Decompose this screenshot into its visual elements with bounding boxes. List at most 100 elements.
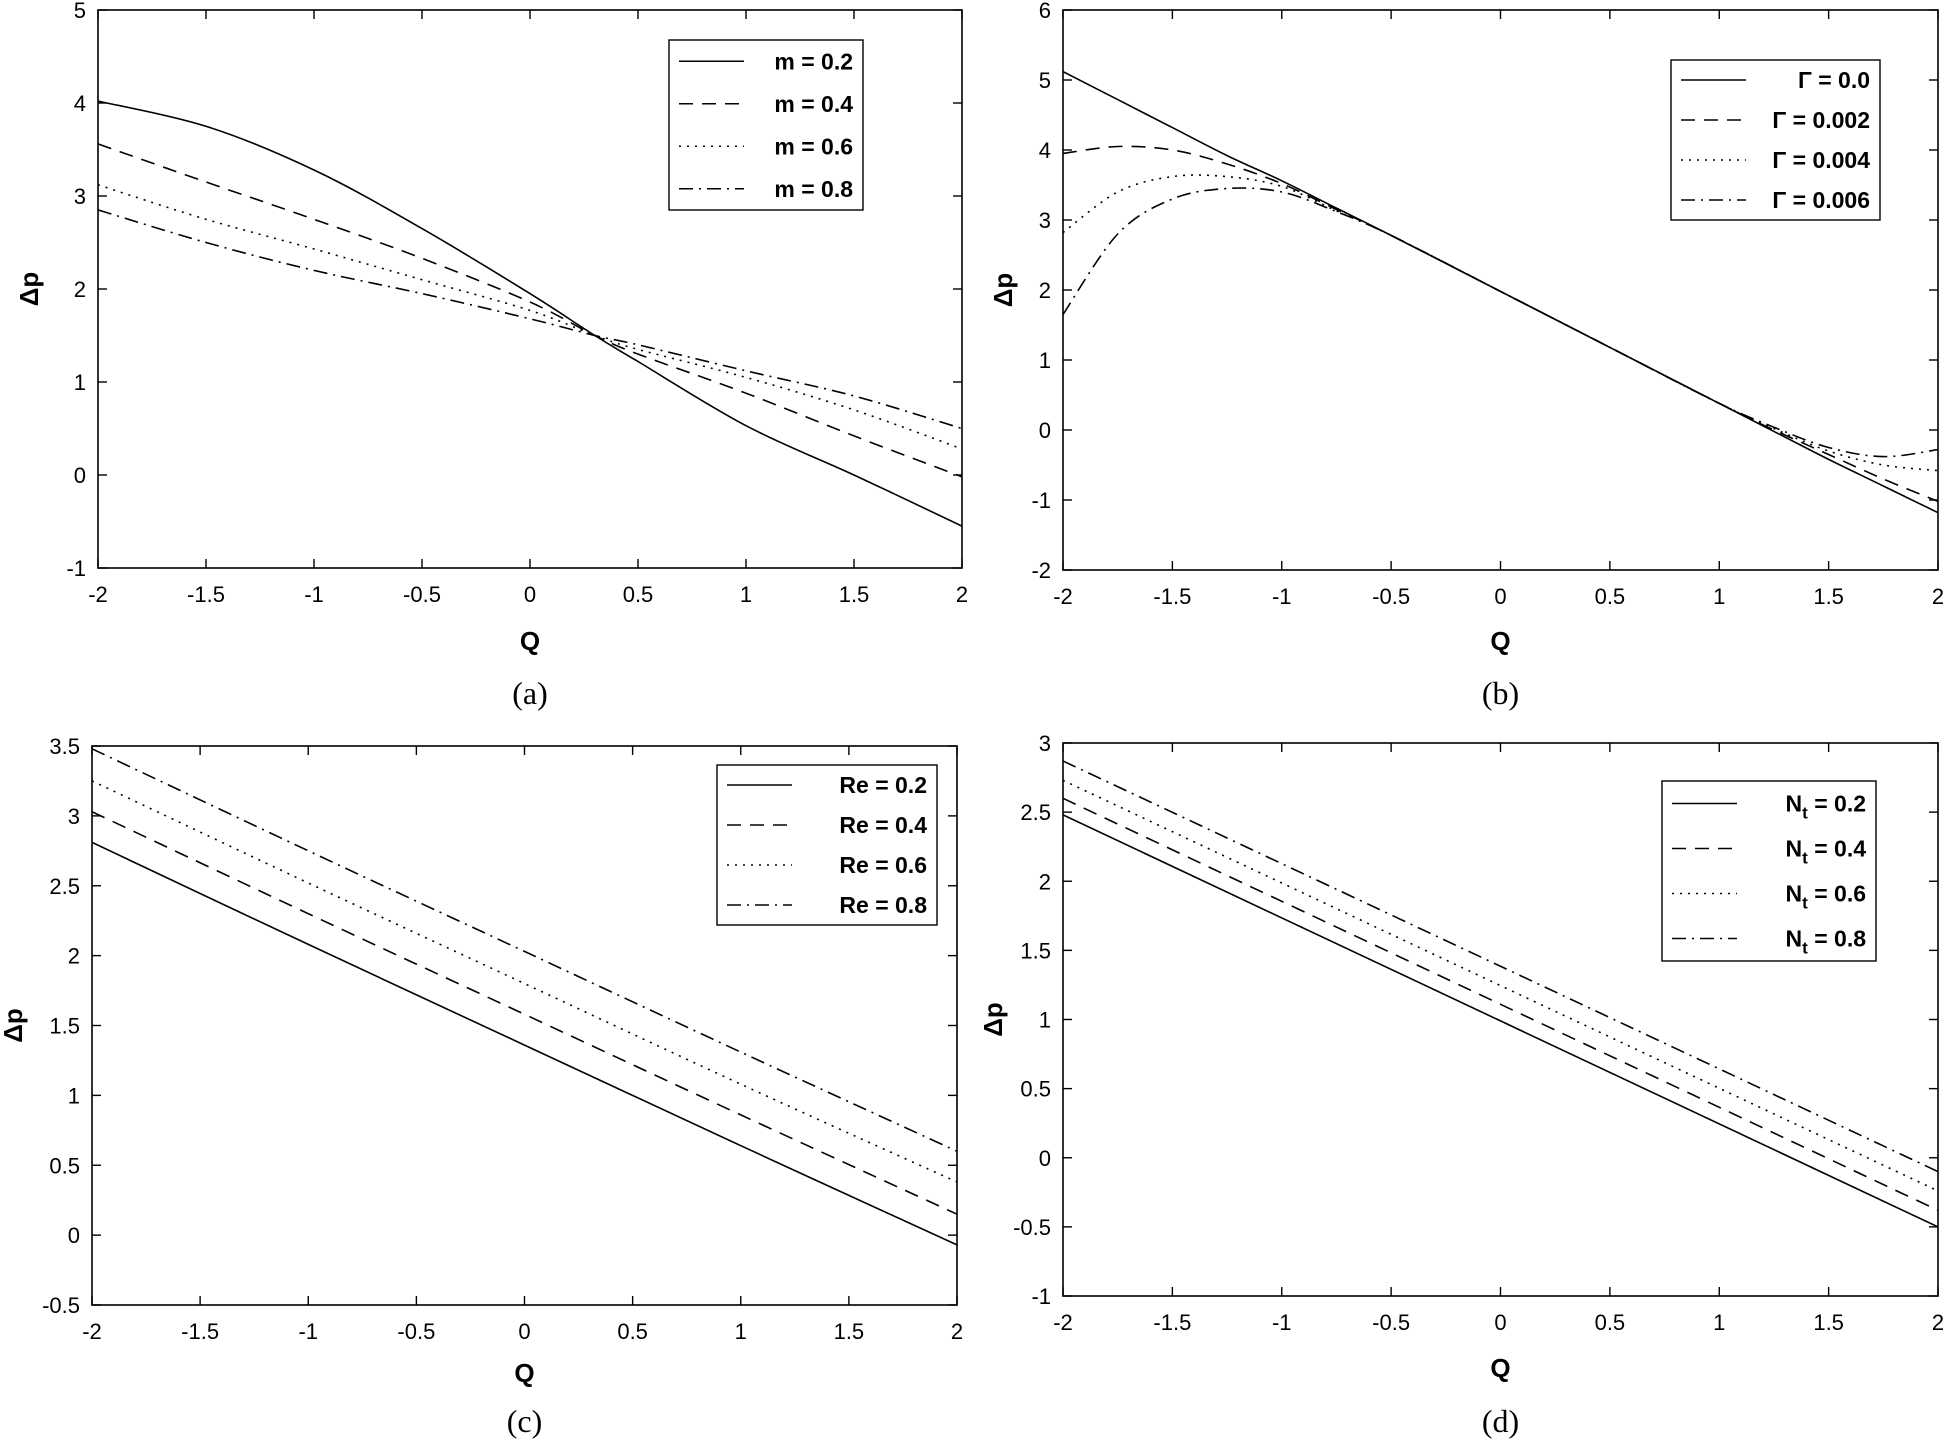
panel-c-legend-box xyxy=(716,764,938,926)
panel-a-caption: (a) xyxy=(512,675,548,711)
panel-d-xtick-label: 0 xyxy=(1494,1310,1506,1335)
panel-d-xtick-label: -2 xyxy=(1053,1310,1073,1335)
panel-a-legend-label: m = 0.4 xyxy=(774,91,853,117)
panel-a-series-line-1 xyxy=(98,100,962,527)
panel-c-chart: -2 -1.5 -1 -0.5 0 0.5 1 1.5 2 -0.5 0 0.5 1 1.5 2 2.5 3 3.… xyxy=(0,734,963,1439)
panel-c-series-line-1 xyxy=(92,841,957,1246)
panel-a-ytick-label: 1 xyxy=(74,370,86,395)
panel-d-xtick-label: 1 xyxy=(1713,1310,1725,1335)
panel-c-xtick-label: -1 xyxy=(298,1319,318,1344)
panel-b-legend: Γ = 0.0 Γ = 0.002 Γ = 0.004 Γ = 0.006 xyxy=(1670,59,1881,221)
panel-c-xtick-label: 1 xyxy=(735,1319,747,1344)
panel-b-legend-label: Γ = 0.002 xyxy=(1772,107,1870,133)
panel-c-xtick-label: -2 xyxy=(82,1319,102,1344)
panel-c-legend-label: Re = 0.4 xyxy=(839,812,927,838)
panel-a-ytick-label: 4 xyxy=(74,91,86,116)
panel-b-ytick-label: 0 xyxy=(1039,418,1051,443)
panel-a-xtick-label: -0.5 xyxy=(403,582,441,607)
panel-b-xtick-label: -2 xyxy=(1053,584,1073,609)
panel-c-legend-label: Re = 0.6 xyxy=(839,852,927,878)
panel-c-ytick-label: 0 xyxy=(68,1223,80,1248)
panel-c-xtick-label: -0.5 xyxy=(397,1319,435,1344)
panel-b-xtick-label: 0.5 xyxy=(1595,584,1626,609)
panel-d-series-group xyxy=(1063,760,1938,1228)
panel-c-caption: (c) xyxy=(507,1403,543,1439)
panel-a-ytick-label: -1 xyxy=(66,556,86,581)
panel-a-ytick-label: 3 xyxy=(74,184,86,209)
panel-d-xtick-label: -0.5 xyxy=(1372,1310,1410,1335)
panel-c-xtick-label: 0 xyxy=(518,1319,530,1344)
panel-d-series-line-4 xyxy=(1063,760,1938,1173)
panel-b-ytick-label: 2 xyxy=(1039,278,1051,303)
panel-c-legend-label: Re = 0.2 xyxy=(839,772,927,798)
panel-c-legend-label: Re = 0.8 xyxy=(839,892,927,918)
panel-b-ytick-label: -2 xyxy=(1031,558,1051,583)
panel-b-legend-label: Γ = 0.006 xyxy=(1772,187,1870,213)
panel-d-ytick-label: -0.5 xyxy=(1013,1215,1051,1240)
panel-c-yaxis-label: Δp xyxy=(0,1008,28,1043)
panel-a-xtick-label: 0.5 xyxy=(623,582,654,607)
panel-c-legend: Re = 0.2 Re = 0.4 Re = 0.6 Re = 0.8 xyxy=(716,764,938,926)
panel-b-series-line-3 xyxy=(1063,174,1938,472)
panel-b-ytick-label: -1 xyxy=(1031,488,1051,513)
panel-b-legend-label: Γ = 0.004 xyxy=(1772,147,1870,173)
panel-c-xaxis-label: Q xyxy=(514,1358,534,1388)
panel-d-yaxis-label: Δp xyxy=(978,1002,1008,1037)
panel-a-legend: m = 0.2 m = 0.4 m = 0.6 m = 0.8 xyxy=(668,39,864,211)
panel-b-legend-label: Γ = 0.0 xyxy=(1798,67,1870,93)
panel-b-series-group xyxy=(1063,70,1938,514)
panel-a-xaxis-label: Q xyxy=(520,626,540,656)
panel-d-ytick-label: -1 xyxy=(1031,1284,1051,1309)
panel-d-caption: (d) xyxy=(1482,1403,1519,1439)
panel-b-ytick-label: 6 xyxy=(1039,0,1051,23)
panel-d-legend-label: Nt = 0.8 xyxy=(1786,926,1867,958)
panel-a-legend-label: m = 0.2 xyxy=(774,48,853,74)
panel-a-series-line-4 xyxy=(98,209,962,430)
panel-a-ytick-label: 5 xyxy=(74,0,86,23)
panel-b-xtick-label: 1.5 xyxy=(1813,584,1844,609)
panel-c-ytick-label: -0.5 xyxy=(42,1293,80,1318)
panel-b-xtick-label: 0 xyxy=(1494,584,1506,609)
panel-b-xtick-label: -0.5 xyxy=(1372,584,1410,609)
panel-a-xtick-label: 0 xyxy=(524,582,536,607)
panel-d-series-line-2 xyxy=(1063,797,1938,1212)
panel-a-series-line-2 xyxy=(98,143,962,478)
panel-d-legend-box xyxy=(1661,780,1877,962)
panel-a-series-line-3 xyxy=(98,184,962,450)
panel-d-ytick-label: 1 xyxy=(1039,1008,1051,1033)
panel-d-legend-label: Nt = 0.2 xyxy=(1786,791,1866,823)
panel-d-ytick-label: 2.5 xyxy=(1020,800,1051,825)
panel-c-ytick-label: 3 xyxy=(68,804,80,829)
panel-d-legend-label: Nt = 0.6 xyxy=(1786,881,1866,913)
panel-b-xtick-label: -1 xyxy=(1272,584,1292,609)
panel-b-ytick-label: 5 xyxy=(1039,68,1051,93)
panel-d-ytick-label: 3 xyxy=(1039,731,1051,756)
panel-a-xtick-label: 2 xyxy=(956,582,968,607)
panel-c-ytick-label: 1 xyxy=(68,1083,80,1108)
panel-a-series-group xyxy=(98,100,962,527)
panel-d-ytick-label: 1.5 xyxy=(1020,938,1051,963)
panel-d-xaxis-label: Q xyxy=(1490,1353,1510,1383)
panel-a-xtick-label: -2 xyxy=(88,582,108,607)
panel-d-legend: Nt = 0.2 Nt = 0.4 Nt = 0.6 Nt = 0.8 xyxy=(1661,780,1877,962)
panel-c-ytick-label: 2.5 xyxy=(49,874,80,899)
panel-d-ytick-label: 0.5 xyxy=(1020,1077,1051,1102)
panel-c-ytick-label: 3.5 xyxy=(49,734,80,759)
panel-d-xtick-label: 1.5 xyxy=(1813,1310,1844,1335)
panel-b-xtick-label: -1.5 xyxy=(1153,584,1191,609)
panel-d-chart: -2 -1.5 -1 -0.5 0 0.5 1 1.5 2 -1 -0.5 0 0.5 1 1.5 2 2.5 3… xyxy=(978,731,1944,1439)
panel-c-xtick-label: 1.5 xyxy=(834,1319,865,1344)
panel-a-chart: -2 -1.5 -1 -0.5 0 0.5 1 1.5 2 -1 0 1 2 3 4 5 Q Δp (a) m = 0… xyxy=(14,0,968,711)
panel-d-series-line-1 xyxy=(1063,814,1938,1228)
panel-a-xtick-label: 1.5 xyxy=(839,582,870,607)
panel-b-ytick-label: 1 xyxy=(1039,348,1051,373)
panel-d-ytick-label: 2 xyxy=(1039,869,1051,894)
panel-b-yaxis-label: Δp xyxy=(988,273,1018,308)
panel-a-legend-label: m = 0.6 xyxy=(774,133,853,159)
panel-d-xtick-label: 2 xyxy=(1932,1310,1944,1335)
panel-b-legend-box xyxy=(1670,59,1881,221)
panel-c-series-line-4 xyxy=(92,748,957,1153)
panel-a-yaxis-label: Δp xyxy=(14,272,44,307)
panel-d-xtick-label: -1.5 xyxy=(1153,1310,1191,1335)
